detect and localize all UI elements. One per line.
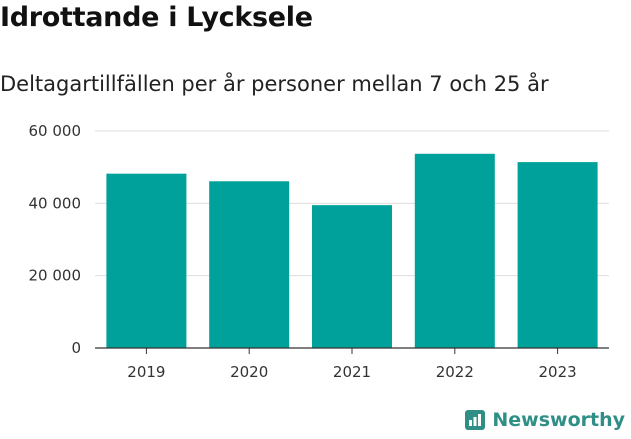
bar-2019 [106, 173, 187, 348]
newsworthy-brand: Newsworthy [464, 409, 625, 431]
x-axis-ticks: 2019 2020 2021 2022 2023 [127, 348, 577, 381]
y-tick-label: 60 000 [29, 122, 82, 140]
chart-title: Idrottande i Lycksele [0, 2, 313, 33]
bar-2020 [209, 181, 290, 348]
bar-2021 [312, 205, 392, 348]
chart-subtitle: Deltagartillfällen per år personer mella… [0, 72, 549, 96]
brand-name: Newsworthy [492, 409, 625, 431]
y-axis-ticks: 0 20 000 40 000 60 000 [29, 122, 82, 357]
x-tick-label: 2020 [230, 363, 268, 381]
x-tick-label: 2023 [539, 363, 577, 381]
bars [106, 153, 598, 348]
x-tick-label: 2019 [127, 363, 165, 381]
y-tick-label: 0 [71, 339, 81, 357]
x-tick-label: 2021 [333, 363, 371, 381]
bar-2022 [414, 153, 495, 348]
y-tick-label: 40 000 [29, 194, 82, 212]
bar-2023 [517, 162, 598, 348]
x-tick-label: 2022 [436, 363, 474, 381]
y-tick-label: 20 000 [29, 267, 82, 285]
newsworthy-logo-icon [465, 410, 486, 430]
